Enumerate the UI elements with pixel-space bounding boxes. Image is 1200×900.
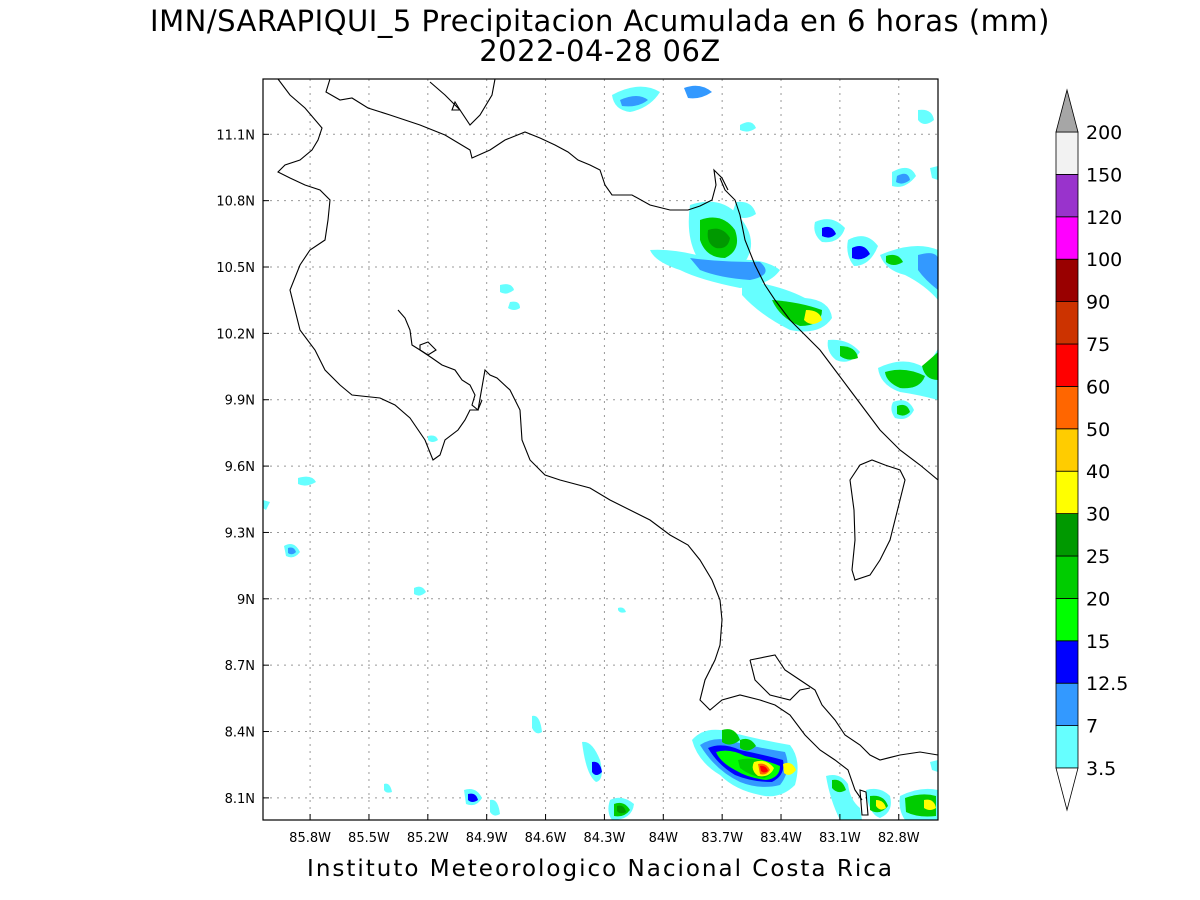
colorbar-bin (1055, 216, 1079, 260)
coastline (277, 79, 938, 816)
colorbar-lower-arrow (1055, 767, 1079, 812)
colorbar-bin (1055, 173, 1079, 218)
tick-label-lon: 83.1W (819, 831, 861, 846)
colorbar-bin (1055, 470, 1079, 515)
map-grid (263, 79, 938, 820)
colorbar-label: 50 (1086, 419, 1110, 441)
tick-label-lon: 85.2W (407, 831, 449, 846)
tick-label-lon: 84.3W (584, 831, 626, 846)
map-frame (262, 78, 939, 821)
tick-label-lat: 9N (237, 593, 255, 608)
tick-label-lat: 9.9N (225, 394, 255, 409)
colorbar-legend: 3.5 7 12.5 15 20 25 30 40 50 60 75 90 100 120 150 200 (1055, 88, 1128, 812)
colorbar-label: 15 (1086, 631, 1110, 653)
colorbar-bin (1055, 725, 1079, 769)
colorbar-label: 120 (1086, 207, 1122, 229)
colorbar-label: 7 (1086, 716, 1098, 738)
tick-label-lat: 8.1N (225, 792, 255, 807)
colorbar-label: 3.5 (1086, 758, 1116, 780)
colorbar-bin (1055, 513, 1079, 557)
tick-label-lat: 10.5N (216, 261, 255, 276)
precip-cell-north (263, 85, 938, 510)
colorbar-label: 60 (1086, 376, 1110, 398)
tick-label-lat: 9.3N (225, 526, 255, 541)
tick-label-lat: 8.7N (225, 659, 255, 674)
map-date: 2022-04-28 06Z (479, 34, 721, 68)
colorbar-label: 12.5 (1086, 673, 1128, 695)
colorbar-bin (1055, 343, 1079, 387)
colorbar-upper-arrow (1055, 88, 1079, 133)
tick-label-lon: 84.9W (466, 831, 508, 846)
colorbar-bin (1055, 258, 1079, 303)
colorbar-label: 40 (1086, 461, 1110, 483)
colorbar-label: 75 (1086, 334, 1110, 356)
tick-label-lat: 9.6N (225, 460, 255, 475)
latitude-axis: 8.1N 8.4N 8.7N 9N 9.3N 9.6N 9.9N 10.2N 10.5N 10.8… (216, 128, 269, 807)
colorbar-label: 25 (1086, 546, 1110, 568)
tick-label-lon: 84.6W (525, 831, 567, 846)
tick-label-lon: 84W (649, 831, 679, 846)
colorbar-label: 90 (1086, 292, 1110, 314)
colorbar-bin (1055, 131, 1079, 175)
precip-cell-west (284, 544, 626, 613)
colorbar-bin (1055, 682, 1079, 727)
colorbar-bin (1055, 598, 1079, 642)
colorbar-label: 200 (1086, 122, 1122, 144)
tick-label-lon: 85.5W (348, 831, 390, 846)
colorbar-label: 20 (1086, 588, 1110, 610)
colorbar-bin (1055, 428, 1079, 472)
footer-credit: Instituto Meteorologico Nacional Costa R… (307, 856, 894, 882)
colorbar-label: 30 (1086, 504, 1110, 526)
tick-label-lon: 83.7W (701, 831, 743, 846)
colorbar-bin (1055, 301, 1079, 345)
colorbar-bin (1055, 555, 1079, 599)
tick-label-lat: 10.8N (216, 195, 255, 210)
colorbar-label: 100 (1086, 249, 1122, 271)
precipitation-field (263, 85, 938, 820)
tick-label-lat: 10.2N (216, 327, 255, 342)
tick-label-lat: 8.4N (225, 726, 255, 741)
tick-label-lon: 83.4W (760, 831, 802, 846)
tick-label-lat: 11.1N (216, 128, 255, 143)
colorbar-bin (1055, 385, 1079, 430)
map-title: IMN/SARAPIQUI_5 Precipitacion Acumulada … (150, 4, 1050, 38)
longitude-axis: 85.8W 85.5W 85.2W 84.9W 84.6W 84.3W 84W 83.7W 83… (289, 814, 920, 846)
tick-label-lon: 85.8W (289, 831, 331, 846)
tick-label-lon: 82.8W (878, 831, 920, 846)
colorbar-bin (1055, 640, 1079, 684)
precip-cell-south (384, 715, 938, 820)
colorbar-label: 150 (1086, 164, 1122, 186)
